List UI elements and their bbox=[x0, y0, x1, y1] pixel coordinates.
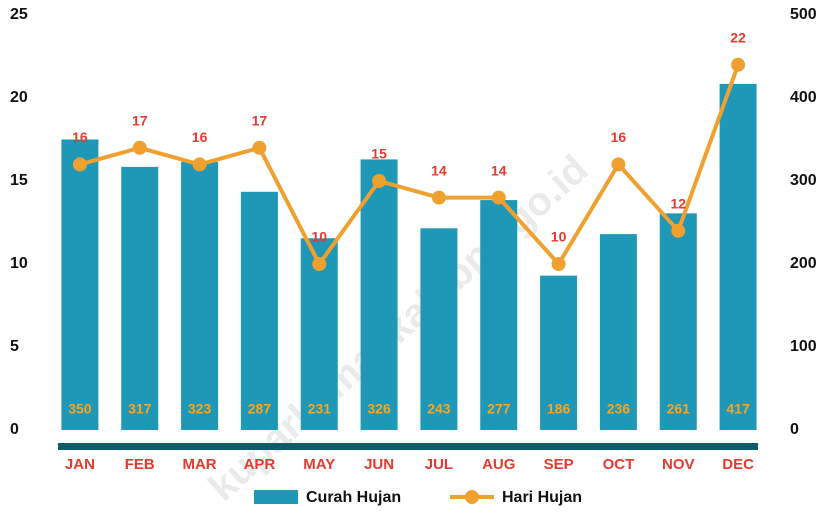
y2-tick-label: 0 bbox=[790, 421, 799, 438]
x-tick-label: JAN bbox=[65, 456, 95, 473]
bar bbox=[599, 234, 637, 430]
x-tick-label: DEC bbox=[722, 456, 754, 473]
bar-value-label: 186 bbox=[547, 401, 571, 417]
bar-value-label: 326 bbox=[367, 401, 391, 417]
line-value-label: 16 bbox=[192, 129, 208, 145]
line-point bbox=[192, 157, 207, 172]
line-value-label: 10 bbox=[311, 229, 327, 245]
bar bbox=[480, 200, 518, 430]
line-value-label: 17 bbox=[252, 113, 268, 129]
bar bbox=[181, 161, 219, 430]
line-value-label: 22 bbox=[730, 30, 746, 46]
y2-tick-label: 500 bbox=[790, 6, 817, 23]
bar bbox=[360, 159, 398, 431]
x-tick-label: AUG bbox=[482, 456, 515, 473]
y2-tick-label: 100 bbox=[790, 338, 817, 355]
line-value-label: 16 bbox=[72, 129, 88, 145]
axis-baseline bbox=[58, 443, 758, 450]
line-point bbox=[731, 57, 746, 72]
bar-value-label: 243 bbox=[427, 401, 451, 417]
x-tick-label: NOV bbox=[662, 456, 695, 473]
legend-swatch bbox=[465, 490, 479, 504]
bar-value-label: 417 bbox=[726, 401, 750, 417]
bar-value-label: 323 bbox=[188, 401, 212, 417]
bar-value-label: 277 bbox=[487, 401, 511, 417]
bar bbox=[659, 213, 697, 430]
x-tick-label: OCT bbox=[603, 456, 635, 473]
line-point bbox=[372, 174, 387, 188]
bar bbox=[240, 191, 278, 430]
x-tick-label: JUN bbox=[364, 456, 394, 473]
bar-value-label: 231 bbox=[308, 401, 332, 417]
line-value-label: 10 bbox=[551, 229, 567, 245]
bar-value-label: 317 bbox=[128, 401, 152, 417]
bar bbox=[719, 83, 757, 430]
line-value-label: 17 bbox=[132, 113, 148, 129]
bar-value-label: 261 bbox=[667, 401, 691, 417]
y-tick-label: 5 bbox=[10, 338, 19, 355]
line-point bbox=[671, 223, 686, 238]
y-tick-label: 25 bbox=[10, 6, 28, 23]
line-point bbox=[72, 157, 87, 172]
line-value-label: 15 bbox=[371, 146, 387, 162]
bar bbox=[420, 228, 458, 430]
line-point bbox=[252, 140, 267, 155]
bar bbox=[540, 275, 578, 430]
legend-swatch bbox=[254, 490, 298, 504]
line-value-label: 14 bbox=[431, 162, 447, 178]
bar-value-label: 236 bbox=[607, 401, 631, 417]
x-tick-label: FEB bbox=[125, 456, 155, 473]
y2-tick-label: 400 bbox=[790, 89, 817, 106]
line-point bbox=[312, 257, 327, 271]
y-tick-label: 20 bbox=[10, 89, 28, 106]
legend-label: Curah Hujan bbox=[306, 489, 401, 506]
line-value-label: 12 bbox=[670, 196, 686, 212]
bar-value-label: 287 bbox=[248, 401, 272, 417]
line-point bbox=[431, 190, 446, 205]
line-point bbox=[551, 257, 566, 271]
y-tick-label: 10 bbox=[10, 255, 28, 272]
y2-tick-label: 200 bbox=[790, 255, 817, 272]
line-point bbox=[491, 190, 506, 205]
legend-label: Hari Hujan bbox=[502, 489, 582, 506]
bar bbox=[121, 166, 159, 430]
line-value-label: 16 bbox=[611, 129, 627, 145]
line bbox=[79, 64, 740, 266]
y-tick-label: 0 bbox=[10, 421, 19, 438]
line-point bbox=[611, 157, 626, 172]
line-value-label: 14 bbox=[491, 162, 507, 178]
x-tick-label: JUL bbox=[425, 456, 453, 473]
line-point bbox=[132, 140, 147, 155]
y-tick-label: 15 bbox=[10, 172, 28, 189]
bar bbox=[61, 139, 99, 430]
y2-tick-label: 300 bbox=[790, 172, 817, 189]
bar-value-label: 350 bbox=[68, 401, 92, 417]
x-tick-label: APR bbox=[244, 456, 276, 473]
x-tick-label: MAY bbox=[303, 456, 335, 473]
x-tick-label: SEP bbox=[544, 456, 574, 473]
x-tick-label: MAR bbox=[182, 456, 216, 473]
